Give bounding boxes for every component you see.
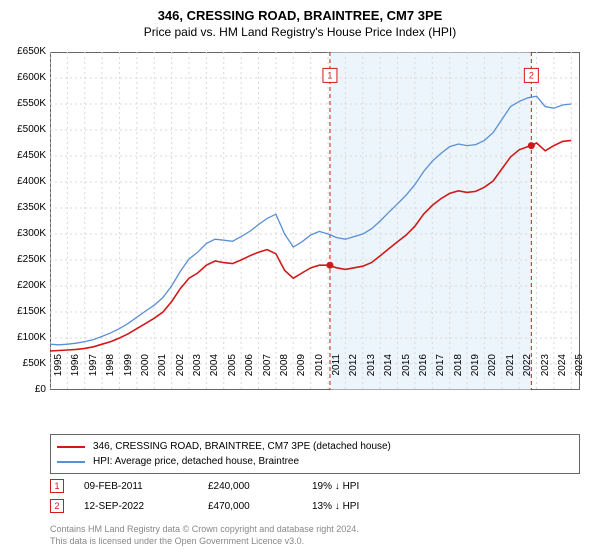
x-tick-label: 2019: [470, 354, 481, 394]
x-tick-label: 2022: [522, 354, 533, 394]
x-tick-label: 2006: [244, 354, 255, 394]
sale-id-box: 1: [50, 479, 64, 493]
x-tick-label: 2000: [140, 354, 151, 394]
sale-id-box: 2: [50, 499, 64, 513]
x-tick-label: 2023: [540, 354, 551, 394]
x-tick-label: 1997: [88, 354, 99, 394]
x-tick-label: 1995: [53, 354, 64, 394]
sale-diff: 19% ↓ HPI: [312, 481, 412, 492]
x-tick-label: 2021: [505, 354, 516, 394]
y-tick-label: £50K: [1, 358, 46, 369]
sale-price: £470,000: [208, 501, 308, 512]
y-tick-label: £450K: [1, 150, 46, 161]
x-tick-label: 2020: [487, 354, 498, 394]
x-tick-label: 2011: [331, 354, 342, 394]
x-tick-label: 2012: [348, 354, 359, 394]
y-tick-label: £500K: [1, 124, 46, 135]
series-marker: [528, 142, 535, 149]
x-tick-label: 2015: [401, 354, 412, 394]
legend-label: 346, CRESSING ROAD, BRAINTREE, CM7 3PE (…: [93, 441, 391, 452]
y-tick-label: £200K: [1, 280, 46, 291]
x-tick-label: 1999: [123, 354, 134, 394]
x-tick-label: 2018: [453, 354, 464, 394]
x-tick-label: 2003: [192, 354, 203, 394]
x-tick-label: 1996: [70, 354, 81, 394]
footnote-line: This data is licensed under the Open Gov…: [50, 536, 580, 548]
chart-svg: 12: [50, 52, 580, 390]
sale-date: 09-FEB-2011: [84, 481, 204, 492]
y-tick-label: £250K: [1, 254, 46, 265]
x-tick-label: 2014: [383, 354, 394, 394]
x-tick-label: 2024: [557, 354, 568, 394]
x-tick-label: 2010: [314, 354, 325, 394]
legend-box: 346, CRESSING ROAD, BRAINTREE, CM7 3PE (…: [50, 434, 580, 474]
y-tick-label: £150K: [1, 306, 46, 317]
sale-marker-text: 2: [529, 70, 534, 80]
footnote-line: Contains HM Land Registry data © Crown c…: [50, 524, 580, 536]
footnote: Contains HM Land Registry data © Crown c…: [50, 524, 580, 547]
y-tick-label: £0: [1, 384, 46, 395]
y-tick-label: £350K: [1, 202, 46, 213]
x-tick-label: 2025: [574, 354, 585, 394]
y-tick-label: £400K: [1, 176, 46, 187]
sales-table: 1 09-FEB-2011 £240,000 19% ↓ HPI 2 12-SEP-202…: [50, 476, 580, 516]
sale-diff: 13% ↓ HPI: [312, 501, 412, 512]
chart-title: 346, CRESSING ROAD, BRAINTREE, CM7 3PE: [0, 0, 600, 23]
sale-row: 1 09-FEB-2011 £240,000 19% ↓ HPI: [50, 476, 580, 496]
y-tick-label: £550K: [1, 98, 46, 109]
shaded-band: [330, 52, 532, 390]
x-tick-label: 2017: [435, 354, 446, 394]
sale-price: £240,000: [208, 481, 308, 492]
y-tick-label: £100K: [1, 332, 46, 343]
x-tick-label: 2009: [296, 354, 307, 394]
x-tick-label: 2001: [157, 354, 168, 394]
x-tick-label: 2002: [175, 354, 186, 394]
y-tick-label: £600K: [1, 72, 46, 83]
x-tick-label: 2007: [262, 354, 273, 394]
legend-item: 346, CRESSING ROAD, BRAINTREE, CM7 3PE (…: [57, 439, 573, 454]
x-tick-label: 2013: [366, 354, 377, 394]
x-tick-label: 2008: [279, 354, 290, 394]
sale-date: 12-SEP-2022: [84, 501, 204, 512]
x-tick-label: 1998: [105, 354, 116, 394]
legend-label: HPI: Average price, detached house, Brai…: [93, 456, 299, 467]
series-marker: [326, 262, 333, 269]
chart-area: 12 £0£50K£100K£150K£200K£250K£300K£350K£…: [50, 52, 580, 390]
sale-row: 2 12-SEP-2022 £470,000 13% ↓ HPI: [50, 496, 580, 516]
chart-subtitle: Price paid vs. HM Land Registry's House …: [0, 23, 600, 43]
y-tick-label: £650K: [1, 46, 46, 57]
legend-swatch: [57, 461, 85, 463]
x-tick-label: 2005: [227, 354, 238, 394]
y-tick-label: £300K: [1, 228, 46, 239]
sale-marker-text: 1: [327, 70, 332, 80]
legend-item: HPI: Average price, detached house, Brai…: [57, 454, 573, 469]
x-tick-label: 2004: [209, 354, 220, 394]
legend-swatch: [57, 446, 85, 448]
x-tick-label: 2016: [418, 354, 429, 394]
